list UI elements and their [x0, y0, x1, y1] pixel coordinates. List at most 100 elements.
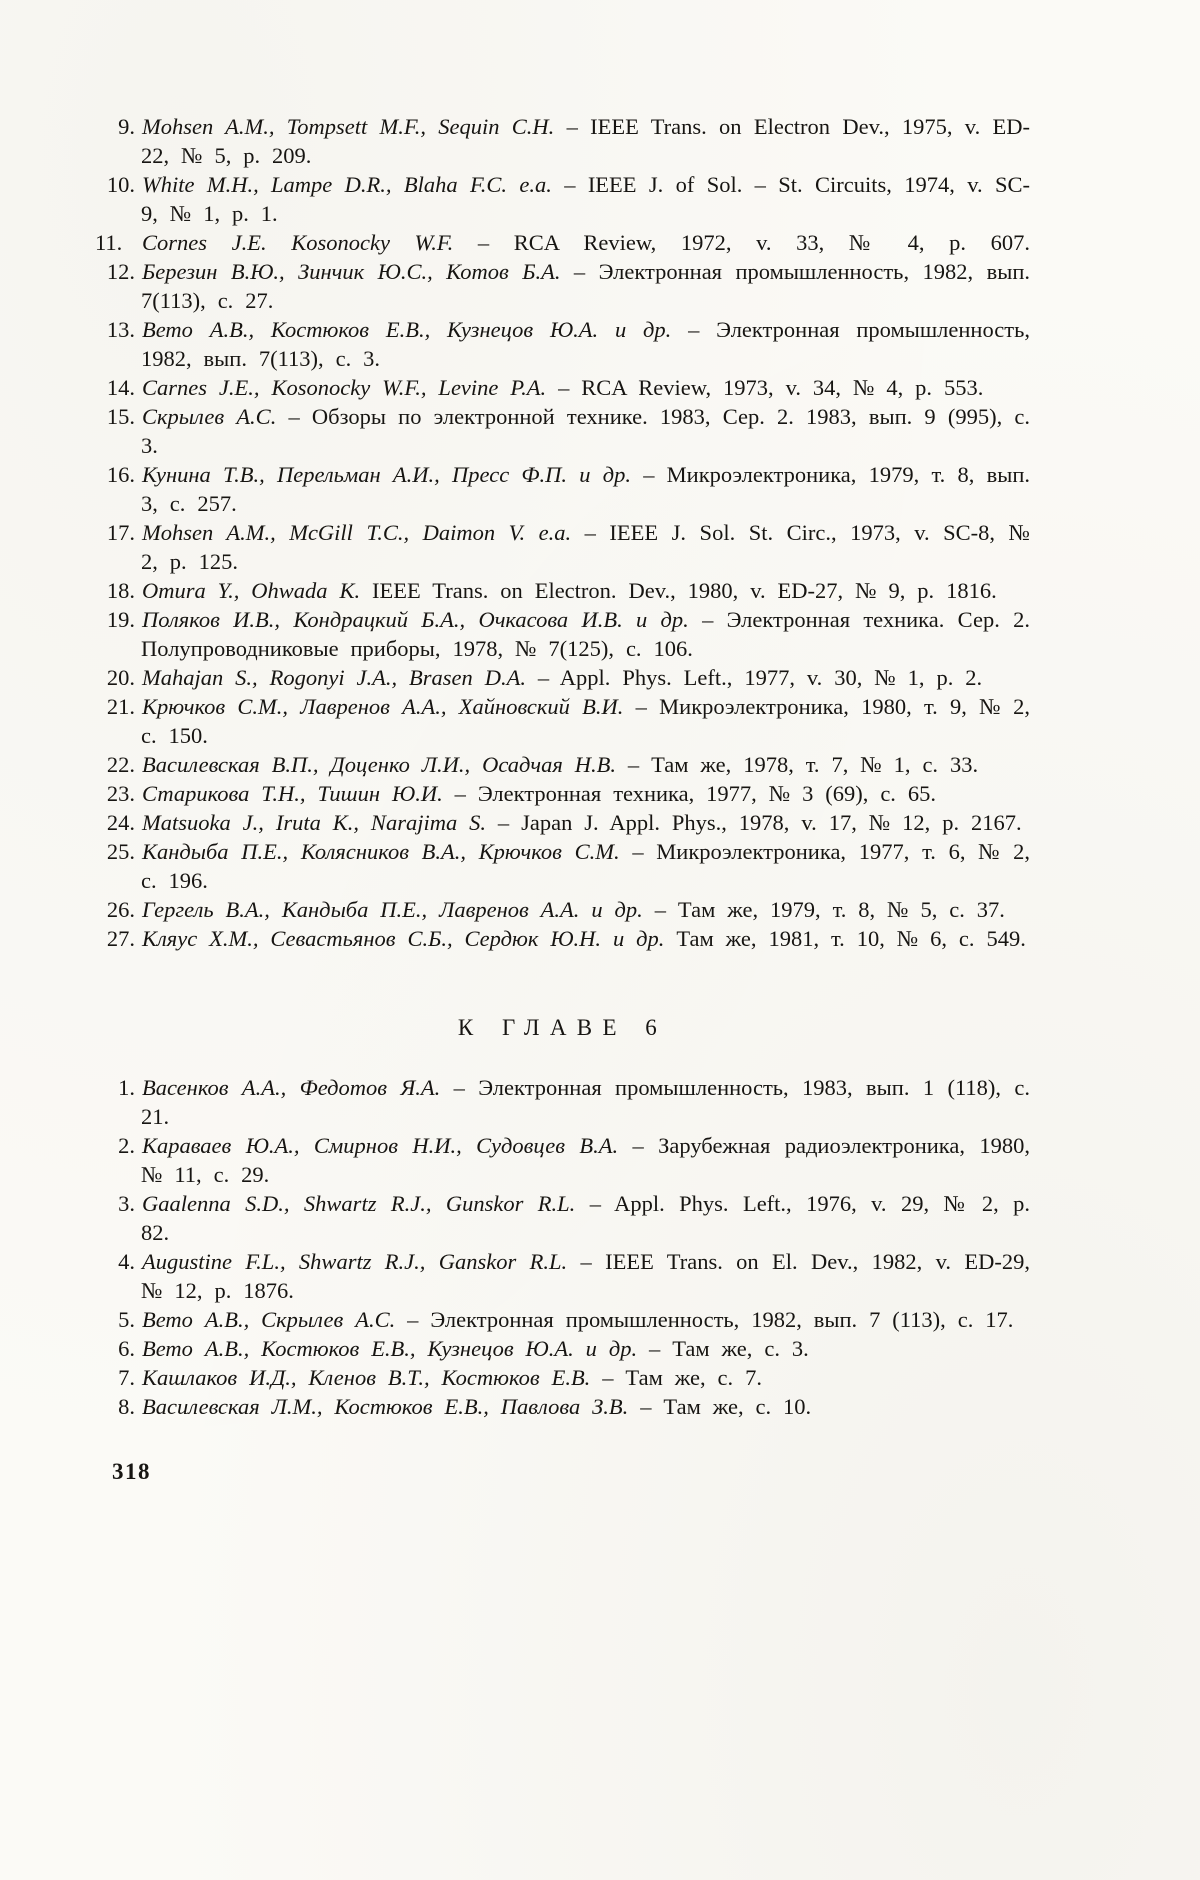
reference-item: 8. Василевская Л.М., Костюков Е.В., Павло…: [95, 1392, 1030, 1421]
reference-authors: Mohsen A.M., McGill T.C., Daimon V. e.a.: [142, 520, 585, 545]
reference-source: – RCA Review, 1972, v. 33, № 4, p. 607.: [477, 230, 1030, 255]
reference-number: 22.: [106, 752, 135, 777]
reference-item: 11. Cornes J.E. Kosonocky W.F. – RCA Revi…: [95, 228, 1030, 257]
reference-item: 27. Кляус Х.М., Севастьянов С.Б., Сердюк …: [95, 924, 1030, 953]
reference-item: 5. Вето А.В., Скрылев А.С. – Электронная …: [95, 1305, 1030, 1334]
reference-item: 22. Василевская В.П., Доценко Л.И., Осадч…: [95, 750, 1030, 779]
chapter6-heading: К ГЛАВЕ 6: [457, 1015, 668, 1040]
reference-item: 19. Поляков И.В., Кондрацкий Б.А., Очкасо…: [95, 605, 1030, 663]
reference-authors: Mahajan S., Rogonyi J.A., Brasen D.A.: [142, 665, 538, 690]
reference-item: 4. Augustine F.L., Shwartz R.J., Ganskor …: [95, 1247, 1030, 1305]
reference-number: 4.: [118, 1249, 135, 1274]
reference-source: – Электронная техника. Сер. 2. Полупрово…: [141, 607, 1030, 661]
reference-source: – IEEE J. of Sol. – St. Circuits, 1974, …: [141, 172, 1030, 226]
reference-source: – Там же, с. 7.: [602, 1365, 762, 1390]
reference-authors: Omura Y., Ohwada K.: [142, 578, 373, 603]
reference-number: 20.: [106, 665, 135, 690]
reference-authors: Кунина Т.В., Перельман А.И., Пресс Ф.П. …: [142, 462, 644, 487]
reference-source: – Appl. Phys. Left., 1977, v. 30, № 1, p…: [537, 665, 983, 690]
reference-authors: Скрылев А.С.: [142, 404, 289, 429]
reference-authors: Василевская Л.М., Костюков Е.В., Павлова…: [142, 1394, 641, 1419]
reference-source: – Там же, с. 10.: [640, 1394, 812, 1419]
reference-number: 17.: [106, 520, 135, 545]
reference-source: – Электронная техника, 1977, № 3 (69), с…: [454, 781, 936, 806]
reference-item: 1. Васенков А.А., Федотов Я.А. – Электрон…: [95, 1073, 1030, 1131]
reference-number: 11.: [95, 230, 123, 255]
reference-number: 21.: [106, 694, 135, 719]
reference-item: 23. Старикова Т.Н., Тишин Ю.И. – Электрон…: [95, 779, 1030, 808]
reference-authors: Васенков А.А., Федотов Я.А.: [142, 1075, 454, 1100]
reference-item: 17. Mohsen A.M., McGill T.C., Daimon V. e…: [95, 518, 1030, 576]
reference-list-chapter6: 1. Васенков А.А., Федотов Я.А. – Электрон…: [95, 1073, 1030, 1421]
reference-item: 10. White M.H., Lampe D.R., Blaha F.C. e.…: [95, 170, 1030, 228]
reference-authors: Кашлаков И.Д., Кленов В.Т., Костюков Е.В…: [142, 1365, 603, 1390]
reference-number: 19.: [106, 607, 135, 632]
reference-source: – Japan J. Appl. Phys., 1978, v. 17, № 1…: [497, 810, 1022, 835]
reference-list-chapter5: 9. Mohsen A.M., Tompsett M.F., Sequin C.H…: [95, 112, 1030, 953]
reference-item: 26. Гергель В.А., Кандыба П.Е., Лавренов …: [95, 895, 1030, 924]
reference-source: – RCA Review, 1973, v. 34, № 4, p. 553.: [558, 375, 984, 400]
reference-number: 8.: [118, 1394, 135, 1419]
reference-item: 12. Березин В.Ю., Зинчик Ю.С., Котов Б.А.…: [95, 257, 1030, 315]
reference-authors: Поляков И.В., Кондрацкий Б.А., Очкасова …: [142, 607, 703, 632]
reference-number: 25.: [106, 839, 135, 864]
reference-source: IEEE Trans. on Electron. Dev., 1980, v. …: [372, 578, 997, 603]
reference-number: 18.: [106, 578, 135, 603]
reference-authors: Кляус Х.М., Севастьянов С.Б., Сердюк Ю.Н…: [142, 926, 677, 951]
reference-source: – Appl. Phys. Left., 1976, v. 29, № 2, p…: [141, 1191, 1030, 1245]
reference-number: 15.: [106, 404, 135, 429]
reference-item: 15. Скрылев А.С. – Обзоры по электронной …: [95, 402, 1030, 460]
reference-authors: Гергель В.А., Кандыба П.Е., Лавренов А.А…: [142, 897, 655, 922]
reference-item: 9. Mohsen A.M., Tompsett M.F., Sequin C.H…: [95, 112, 1030, 170]
reference-number: 5.: [118, 1307, 135, 1332]
reference-authors: Вето А.В., Костюков Е.В., Кузнецов Ю.А. …: [142, 317, 689, 342]
reference-authors: Gaalenna S.D., Shwartz R.J., Gunskor R.L…: [142, 1191, 590, 1216]
reference-authors: Караваев Ю.А., Смирнов Н.И., Судовцев В.…: [142, 1133, 633, 1158]
reference-authors: Березин В.Ю., Зинчик Ю.С., Котов Б.А.: [142, 259, 574, 284]
reference-number: 10.: [106, 172, 135, 197]
reference-source: – Электронная промышленность, 1982, вып.…: [141, 259, 1030, 313]
reference-source: – Микроэлектроника, 1977, т. 6, № 2, с. …: [141, 839, 1030, 893]
reference-source: – IEEE Trans. on Electron Dev., 1975, v.…: [141, 114, 1030, 168]
reference-number: 7.: [118, 1365, 135, 1390]
reference-number: 9.: [118, 114, 135, 139]
reference-source: – Там же, 1978, т. 7, № 1, с. 33.: [627, 752, 979, 777]
reference-authors: Кандыба П.Е., Колясников В.А., Крючков С…: [142, 839, 633, 864]
reference-source: Там же, 1981, т. 10, № 6, с. 549.: [676, 926, 1026, 951]
reference-item: 6. Вето А.В., Костюков Е.В., Кузнецов Ю.А…: [95, 1334, 1030, 1363]
reference-item: 24. Matsuoka J., Iruta K., Narajima S. – …: [95, 808, 1030, 837]
reference-item: 13. Вето А.В., Костюков Е.В., Кузнецов Ю.…: [95, 315, 1030, 373]
reference-number: 23.: [106, 781, 135, 806]
reference-number: 6.: [118, 1336, 135, 1361]
reference-authors: Крючков С.М., Лавренов А.А., Хайновский …: [142, 694, 636, 719]
reference-source: – IEEE J. Sol. St. Circ., 1973, v. SC-8,…: [141, 520, 1031, 574]
reference-authors: White M.H., Lampe D.R., Blaha F.C. e.a.: [142, 172, 565, 197]
reference-authors: Василевская В.П., Доценко Л.И., Осадчая …: [142, 752, 628, 777]
reference-authors: Augustine F.L., Shwartz R.J., Ganskor R.…: [142, 1249, 581, 1274]
reference-number: 3.: [118, 1191, 135, 1216]
references-content: 9. Mohsen A.M., Tompsett M.F., Sequin C.H…: [95, 112, 1030, 1485]
reference-number: 2.: [118, 1133, 135, 1158]
reference-number: 16.: [106, 462, 135, 487]
reference-source: – Обзоры по электронной технике. 1983, С…: [141, 404, 1030, 458]
reference-source: – Микроэлектроника, 1980, т. 9, № 2, с. …: [141, 694, 1030, 748]
reference-item: 25. Кандыба П.Е., Колясников В.А., Крючко…: [95, 837, 1030, 895]
reference-authors: Cornes J.E. Kosonocky W.F.: [142, 230, 478, 255]
reference-item: 2. Караваев Ю.А., Смирнов Н.И., Судовцев …: [95, 1131, 1030, 1189]
reference-item: 3. Gaalenna S.D., Shwartz R.J., Gunskor R…: [95, 1189, 1030, 1247]
reference-authors: Вето А.В., Скрылев А.С.: [142, 1307, 408, 1332]
reference-item: 21. Крючков С.М., Лавренов А.А., Хайновск…: [95, 692, 1030, 750]
reference-authors: Carnes J.E., Kosonocky W.F., Levine P.A.: [142, 375, 559, 400]
reference-number: 13.: [106, 317, 135, 342]
reference-number: 26.: [106, 897, 135, 922]
reference-source: – Там же, с. 3.: [649, 1336, 809, 1361]
reference-source: – Зарубежная радиоэлектроника, 1980, № 1…: [141, 1133, 1030, 1187]
reference-number: 14.: [106, 375, 135, 400]
reference-authors: Mohsen A.M., Tompsett M.F., Sequin C.H.: [142, 114, 567, 139]
reference-item: 16. Кунина Т.В., Перельман А.И., Пресс Ф.…: [95, 460, 1030, 518]
reference-source: – Электронная промышленность, 1983, вып.…: [141, 1075, 1030, 1129]
reference-source: – Там же, 1979, т. 8, № 5, с. 37.: [654, 897, 1005, 922]
reference-item: 18. Omura Y., Ohwada K. IEEE Trans. on El…: [95, 576, 1030, 605]
reference-authors: Matsuoka J., Iruta K., Narajima S.: [142, 810, 498, 835]
